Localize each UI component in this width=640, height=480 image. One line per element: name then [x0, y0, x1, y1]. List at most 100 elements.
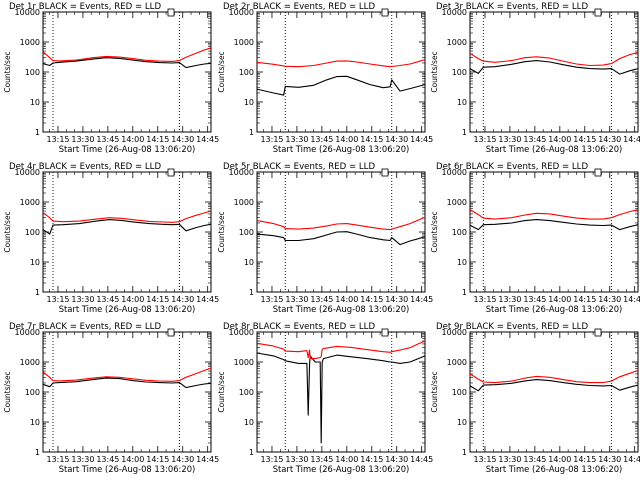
y-axis-label: Counts/sec: [3, 371, 12, 412]
y-tick-label: 100: [239, 228, 254, 237]
plot-frame: [469, 331, 639, 453]
events-series-line: [469, 379, 639, 392]
y-tick-label: 10000: [229, 328, 254, 337]
y-tick-label: 100: [452, 68, 467, 77]
x-tick-label: 13:45: [310, 135, 333, 144]
x-tick-label: 13:30: [285, 135, 308, 144]
x-tick-label: 14:00: [335, 135, 358, 144]
x-tick-label: 14:45: [410, 455, 433, 464]
x-tick-label: 14:15: [360, 295, 383, 304]
y-tick-label: 10: [30, 98, 40, 107]
plot-panel: Det 3r BLACK = Events, RED = LLD 1 10 100 10…: [430, 2, 640, 154]
plot-panel: Det 8r BLACK = Events, RED = LLD 1 10 100 10…: [217, 322, 433, 474]
plot-frame: [469, 171, 639, 293]
plot-title: Det 9r BLACK = Events, RED = LLD: [436, 322, 588, 332]
y-tick-label: 1: [35, 288, 40, 297]
x-tick-label: 14:00: [548, 135, 571, 144]
x-tick-label: 14:00: [548, 455, 571, 464]
y-axis-label: Counts/sec: [430, 51, 439, 92]
plot-title: Det 2r BLACK = Events, RED = LLD: [223, 2, 375, 12]
y-tick-label: 10: [30, 258, 40, 267]
x-tick-label: 14:45: [410, 295, 433, 304]
x-tick-label: 14:45: [623, 295, 640, 304]
x-tick-label: 13:15: [473, 455, 496, 464]
y-tick-label: 1000: [447, 198, 467, 207]
y-tick-label: 10: [244, 258, 254, 267]
y-tick-label: 1000: [20, 198, 40, 207]
plot-panel: Det 4r BLACK = Events, RED = LLD 1 10 100 10…: [3, 162, 219, 314]
plot-panel: Det 2r BLACK = Events, RED = LLD 1 10 100 10…: [217, 2, 433, 154]
legend-box: [167, 328, 175, 337]
x-tick-label: 14:45: [623, 455, 640, 464]
y-tick-label: 100: [452, 228, 467, 237]
x-axis-label: Start Time (26-Aug-08 13:06:20): [59, 304, 196, 314]
y-tick-label: 10000: [229, 8, 254, 17]
y-tick-label: 10000: [15, 328, 40, 337]
plot-title: Det 7r BLACK = Events, RED = LLD: [9, 322, 161, 332]
plot-frame: [256, 11, 426, 133]
x-axis-label: Start Time (26-Aug-08 13:06:20): [59, 144, 196, 154]
y-tick-label: 100: [25, 68, 40, 77]
lld-series-line: [469, 209, 639, 220]
x-tick-label: 13:30: [71, 455, 94, 464]
y-tick-label: 1: [249, 128, 254, 137]
lld-series-line: [42, 210, 212, 223]
x-tick-label: 14:15: [360, 135, 383, 144]
events-series-line: [469, 219, 639, 231]
legend-box: [594, 168, 602, 177]
x-tick-label: 14:00: [121, 295, 144, 304]
legend-box: [381, 328, 389, 337]
x-tick-label: 14:30: [171, 455, 194, 464]
events-series-line: [256, 352, 426, 444]
y-tick-label: 1000: [447, 38, 467, 47]
legend-box: [167, 168, 175, 177]
x-tick-label: 14:45: [623, 135, 640, 144]
y-tick-label: 10: [30, 418, 40, 427]
x-tick-label: 14:45: [196, 455, 219, 464]
y-tick-label: 100: [239, 388, 254, 397]
plot-panel: Det 5r BLACK = Events, RED = LLD 1 10 100 10…: [217, 162, 433, 314]
y-tick-label: 1: [249, 288, 254, 297]
y-tick-label: 1: [462, 288, 467, 297]
plot-title: Det 3r BLACK = Events, RED = LLD: [436, 2, 588, 12]
x-axis-label: Start Time (26-Aug-08 13:06:20): [273, 304, 410, 314]
y-tick-label: 1000: [234, 358, 254, 367]
plot-panel: Det 7r BLACK = Events, RED = LLD 1 10 100 10…: [3, 322, 219, 474]
legend-box: [167, 8, 175, 17]
y-axis-label: Counts/sec: [430, 371, 439, 412]
y-tick-label: 1000: [20, 358, 40, 367]
x-tick-label: 13:45: [523, 455, 546, 464]
y-axis-label: Counts/sec: [3, 211, 12, 252]
x-tick-label: 14:30: [171, 135, 194, 144]
y-tick-label: 1: [249, 448, 254, 457]
x-axis-label: Start Time (26-Aug-08 13:06:20): [273, 464, 410, 474]
x-tick-label: 14:30: [385, 135, 408, 144]
legend-box: [594, 8, 602, 17]
y-tick-label: 100: [452, 388, 467, 397]
y-tick-label: 10: [244, 418, 254, 427]
y-tick-label: 100: [25, 388, 40, 397]
plot-panel: Det 1r BLACK = Events, RED = LLD 1 10 100 10…: [3, 2, 219, 154]
plot-frame: [42, 331, 212, 453]
y-tick-label: 10000: [442, 168, 467, 177]
y-tick-label: 10: [457, 258, 467, 267]
x-tick-label: 14:15: [146, 455, 169, 464]
y-axis-label: Counts/sec: [430, 211, 439, 252]
y-tick-label: 10000: [229, 168, 254, 177]
y-axis-label: Counts/sec: [217, 371, 226, 412]
x-axis-label: Start Time (26-Aug-08 13:06:20): [486, 144, 623, 154]
legend-box: [594, 328, 602, 337]
y-tick-label: 1000: [234, 38, 254, 47]
x-tick-label: 13:15: [260, 295, 283, 304]
plot-frame: [469, 11, 639, 133]
y-axis-label: Counts/sec: [217, 211, 226, 252]
y-tick-label: 1: [35, 448, 40, 457]
lld-series-line: [469, 369, 639, 384]
plot-title: Det 1r BLACK = Events, RED = LLD: [9, 2, 161, 12]
x-tick-label: 14:00: [121, 455, 144, 464]
events-series-line: [42, 377, 212, 389]
x-tick-label: 14:45: [410, 135, 433, 144]
plot-panel: Det 9r BLACK = Events, RED = LLD 1 10 100 10…: [430, 322, 640, 474]
x-tick-label: 14:15: [146, 135, 169, 144]
lld-series-line: [256, 216, 426, 231]
